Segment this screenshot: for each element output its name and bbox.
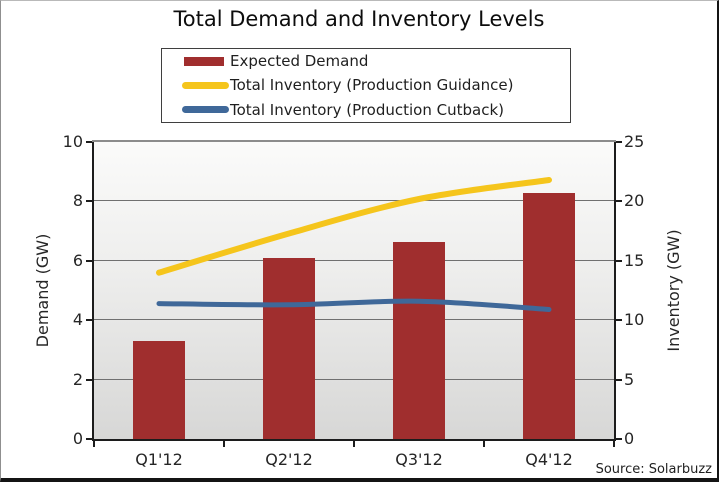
demand-bar-Q2'12 [263,257,315,439]
gridline [94,319,614,321]
plot-top-border [92,140,616,143]
x-tick [613,441,615,447]
right-tick [616,319,622,322]
demand-bar-Q4'12 [523,192,575,439]
cutback-line [156,298,552,312]
left-tick-label: 6 [72,250,83,270]
right-tick [616,259,622,262]
right-tick-label: 5 [624,369,635,389]
bottom-axis-line [92,439,616,441]
left-tick-label: 10 [62,132,83,151]
plot-area [94,142,614,439]
demand-swatch-icon [184,56,224,66]
source-note: Source: Solarbuzz [595,462,712,477]
left-tick-label: 8 [72,191,83,211]
demand-bar-Q3'12 [393,241,445,439]
right-tick-label: 15 [624,250,645,270]
right-tick [616,378,622,381]
guidance-line [156,177,552,276]
x-category-label: Q1'12 [135,450,183,469]
x-tick [223,441,225,447]
x-tick [353,441,355,447]
demand-bar-Q1'12 [133,341,185,439]
right-tick [616,200,622,203]
right-tick [616,141,622,143]
left-tick [86,378,92,381]
left-tick-label: 2 [72,369,83,389]
x-category-label: Q4'12 [525,450,573,469]
right-tick-label: 25 [624,132,645,151]
cutback-swatch-icon [182,106,229,114]
legend-item-inventory-guidance: Total Inventory (Production Guidance) [162,73,570,97]
x-tick [483,441,485,447]
left-tick [86,200,92,203]
right-tick-label: 10 [624,310,645,330]
right-tick-label: 0 [624,429,635,448]
chart-title: Total Demand and Inventory Levels [173,7,545,31]
left-tick [86,141,92,143]
legend: Expected Demand Total Inventory (Product… [161,48,571,123]
right-axis-title: Inventory (GW) [664,229,683,352]
gridline [94,259,614,261]
left-tick-label: 0 [72,429,83,448]
legend-item-expected-demand: Expected Demand [162,49,570,73]
right-tick-label: 20 [624,191,645,211]
right-tick [616,438,622,440]
legend-label: Expected Demand [230,52,369,71]
x-category-label: Q3'12 [395,450,443,469]
right-axis-line [614,142,616,441]
left-tick [86,319,92,322]
guidance-swatch-icon [182,81,229,89]
left-axis-line [92,142,94,441]
legend-label: Total Inventory (Production Guidance) [230,76,514,95]
gridline [94,378,614,380]
legend-label: Total Inventory (Production Cutback) [230,100,504,119]
line-series-layer [156,177,552,312]
x-category-label: Q2'12 [265,450,313,469]
x-tick [93,441,95,447]
legend-item-inventory-cutback: Total Inventory (Production Cutback) [162,98,570,122]
left-tick [86,259,92,262]
gridline [94,200,614,202]
left-axis-title: Demand (GW) [33,233,52,348]
left-tick-label: 4 [72,310,83,330]
left-tick [86,438,92,440]
